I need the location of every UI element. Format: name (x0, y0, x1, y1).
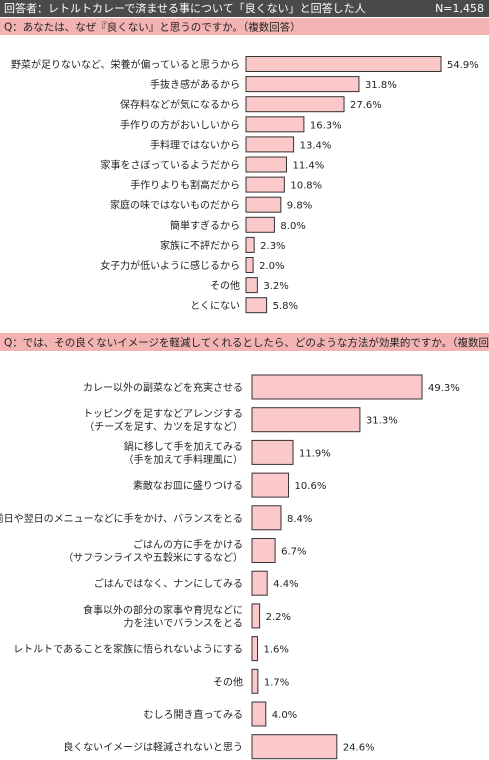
header-bar (0, 0, 489, 17)
value-label: 13.4% (300, 140, 332, 151)
category-label: 前日や翌日のメニューなどに手をかけ、バランスをとる (0, 512, 243, 525)
category-label: 保存料などが気になるから (120, 98, 240, 111)
value-label: 16.3% (310, 120, 342, 131)
category-label: ごはんの方に手をかける (133, 538, 243, 551)
category-label: （サフランライスや五穀米にするなど） (63, 551, 243, 564)
question: Q：では、その良くないイメージを軽減してくれるとしたら、どのような方法が効果的で… (4, 336, 489, 349)
category-label: 手抜き感があるから (150, 78, 240, 91)
value-label: 3.2% (263, 281, 288, 292)
category-label: 簡単すぎるから (170, 219, 240, 232)
value-label: 8.0% (280, 221, 305, 232)
value-label: 11.4% (292, 161, 324, 172)
value-label: 1.7% (264, 677, 289, 688)
bar (245, 96, 345, 113)
category-label: 力を注いでバランスをとる (124, 616, 244, 629)
bar (251, 472, 290, 498)
value-label: 10.6% (295, 481, 327, 492)
category-label: レトルトであることを家族に悟られないようにする (13, 643, 243, 656)
value-label: 11.9% (299, 448, 331, 459)
bar (251, 407, 361, 433)
question-bar (0, 18, 489, 35)
bar (245, 156, 287, 173)
category-label: 家庭の味ではないものだから (110, 199, 240, 212)
bar (245, 216, 275, 233)
category-label: 家事をさぼっているようだから (101, 159, 241, 172)
category-label: 手作りよりも割高だから (130, 179, 240, 192)
value-label: 8.4% (287, 514, 312, 525)
value-label: 2.0% (259, 261, 284, 272)
category-label: （手を加えて手料理風に） (124, 453, 244, 466)
value-label: 4.4% (273, 579, 298, 590)
category-label: 良くないイメージは軽減されないと思う (63, 741, 243, 754)
category-label: （チーズを足す、カツを足すなど） (84, 420, 243, 433)
category-label: 素敵なお皿に盛りつける (133, 479, 243, 492)
bar (251, 636, 259, 662)
bar (245, 236, 255, 253)
bar (251, 734, 338, 760)
category-label: むしろ開き直ってみる (144, 708, 244, 721)
value-label: 49.3% (428, 383, 460, 394)
bar (245, 277, 258, 294)
category-label: ごはんではなく、ナンにしてみる (94, 577, 243, 590)
category-label: 女子力が低いように感じるから (100, 259, 240, 272)
value-label: 9.8% (287, 201, 312, 212)
category-label: その他 (210, 279, 240, 292)
bar (251, 439, 294, 465)
header-title: 回答者：レトルトカレーで済ませる事について「良くない」と回答した人 (4, 1, 366, 15)
bar (245, 136, 295, 153)
bar (245, 176, 285, 193)
category-label: とくにない (190, 300, 240, 312)
value-label: 1.6% (264, 645, 289, 656)
bar (251, 374, 423, 400)
question: Q：あなたは、なぜ『良くない』と思うのですか。（複数回答） (4, 21, 301, 34)
value-label: 31.8% (365, 80, 397, 91)
bar (245, 76, 360, 93)
category-label: 手作りの方がおいしいから (120, 118, 240, 131)
category-label: 鍋に移して手を加えてみる (124, 440, 243, 453)
value-label: 5.8% (273, 301, 298, 312)
bar (251, 505, 282, 531)
bar (251, 668, 259, 694)
category-label: トッピングを足すなどアレンジする (83, 407, 243, 420)
category-label: カレー以外の副菜などを充実させる (83, 381, 243, 394)
value-label: 10.8% (290, 181, 322, 192)
value-label: 2.3% (260, 241, 285, 252)
bar (245, 56, 442, 72)
question-bar (0, 333, 489, 351)
bar (245, 116, 305, 133)
value-label: 27.6% (350, 100, 382, 111)
category-label: 野菜が足りないなど、栄養が偏っていると思うから (11, 58, 240, 71)
value-label: 54.9% (447, 60, 479, 71)
category-label: 手料理ではないから (150, 138, 240, 151)
bar (245, 257, 254, 273)
value-label: 4.0% (272, 710, 297, 721)
bar (251, 701, 267, 727)
category-label: 食事以外の部分の家事や育児などに (83, 603, 243, 616)
header-n: N=1,458 (435, 2, 484, 15)
value-label: 31.3% (366, 416, 398, 427)
bar (251, 538, 276, 563)
bar (251, 570, 268, 596)
category-label: その他 (213, 675, 243, 688)
value-label: 24.6% (343, 743, 375, 754)
category-label: 家族に不評だから (160, 239, 240, 252)
value-label: 6.7% (281, 547, 306, 558)
bar (245, 297, 268, 314)
bar (251, 603, 261, 629)
bar (245, 196, 282, 213)
value-label: 2.2% (266, 612, 291, 623)
